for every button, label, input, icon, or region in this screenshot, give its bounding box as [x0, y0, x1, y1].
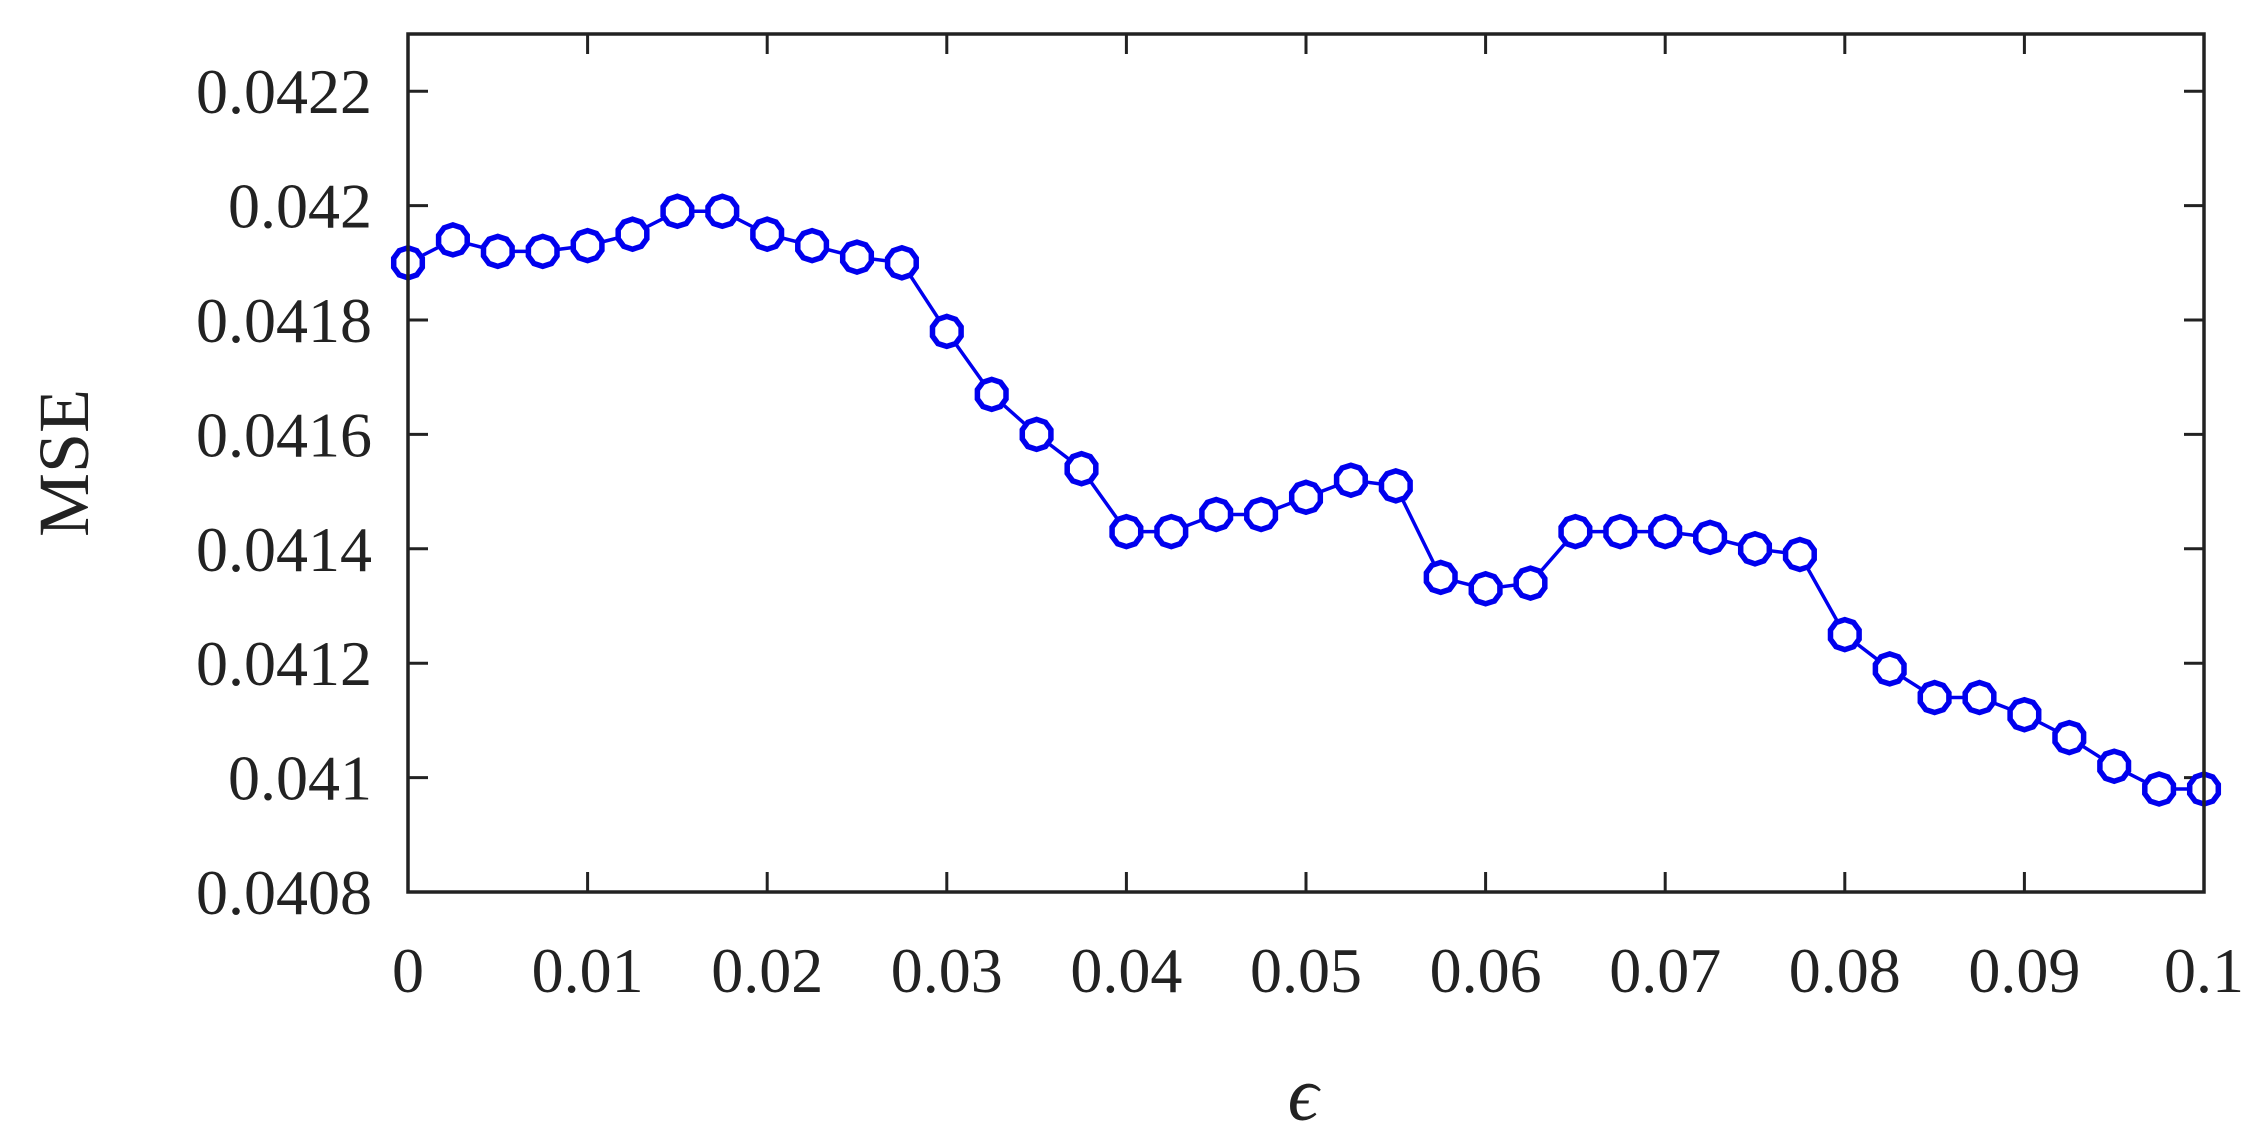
x-tick-label: 0.03	[891, 935, 1003, 1006]
data-point	[1378, 468, 1413, 504]
data-point	[974, 376, 1009, 413]
data-point	[525, 233, 560, 270]
data-point	[435, 222, 470, 258]
x-tick-label: 0.01	[532, 935, 644, 1006]
plot-area	[408, 34, 2204, 892]
data-point	[1244, 496, 1279, 533]
y-tick-label: 0.0418	[196, 285, 372, 356]
x-tick-label: 0	[392, 935, 424, 1006]
data-point	[1019, 416, 1054, 453]
plot-frame	[406, 32, 2206, 894]
data-point	[1154, 513, 1189, 550]
data-point	[2007, 696, 2042, 733]
data-point	[1423, 559, 1458, 596]
data-point	[1917, 679, 1952, 716]
data-point	[615, 216, 650, 253]
data-point	[2142, 771, 2177, 807]
y-tick-label: 0.0414	[196, 514, 372, 585]
tick-labels: 0 0.01 0.02 0.03 0.04 0.05 0.06 0.07 0.08 0.09 0.1…	[196, 56, 2244, 1006]
data-point	[1827, 616, 1862, 653]
data-point	[1513, 565, 1548, 601]
x-tick-label: 0.1	[2164, 935, 2244, 1006]
data-point	[705, 193, 740, 230]
y-axis-label: MSE	[24, 389, 104, 537]
x-axis-label: ϵ	[1288, 1053, 1322, 1137]
x-tick-label: 0.07	[1609, 935, 1721, 1006]
data-point	[570, 227, 605, 264]
data-point	[660, 193, 695, 230]
data-point	[1872, 651, 1907, 687]
series-markers	[390, 193, 2222, 807]
y-tick-label: 0.041	[228, 743, 372, 814]
x-tick-label: 0.06	[1430, 935, 1542, 1006]
data-point	[1109, 513, 1144, 550]
data-point	[1288, 479, 1324, 516]
y-tick-label: 0.0422	[196, 56, 372, 127]
data-point	[1064, 450, 1099, 487]
data-point	[1737, 530, 1773, 567]
data-point	[1333, 462, 1368, 499]
data-point	[929, 313, 964, 350]
data-point	[1468, 570, 1503, 607]
data-point	[750, 216, 785, 253]
data-point	[839, 239, 875, 275]
data-point	[1693, 519, 1728, 556]
data-point	[1648, 513, 1683, 550]
x-tick-label: 0.02	[711, 935, 823, 1006]
data-point	[1603, 513, 1638, 550]
data-point	[1558, 513, 1593, 550]
x-tick-label: 0.09	[1968, 935, 2080, 1006]
y-tick-label: 0.042	[228, 171, 372, 242]
data-point	[2052, 719, 2087, 756]
x-tick-label: 0.08	[1789, 935, 1901, 1006]
y-tick-label: 0.0412	[196, 628, 372, 699]
x-tick-label: 0.05	[1250, 935, 1362, 1006]
data-point	[1782, 536, 1817, 573]
data-point	[884, 244, 919, 281]
data-point	[2097, 748, 2132, 785]
data-point	[795, 227, 830, 264]
y-tick-label: 0.0416	[196, 399, 372, 470]
data-point	[480, 233, 515, 270]
y-tick-label: 0.0408	[196, 857, 372, 928]
data-point	[1962, 679, 1997, 716]
data-point	[1199, 496, 1234, 533]
x-tick-label: 0.04	[1070, 935, 1182, 1006]
